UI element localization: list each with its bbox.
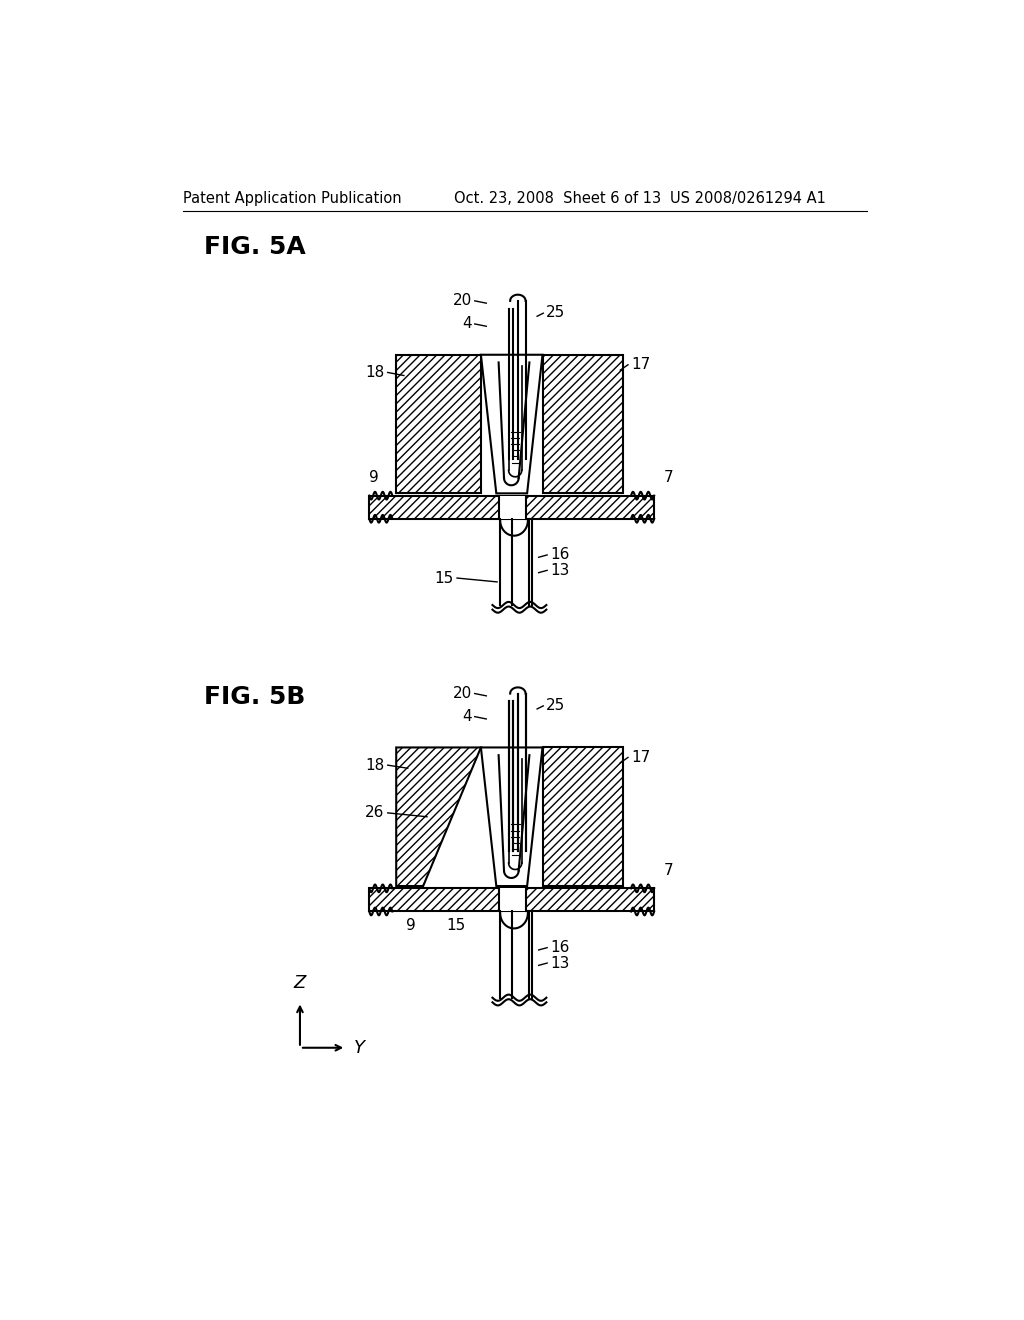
Text: 13: 13 xyxy=(550,956,569,970)
Text: Z: Z xyxy=(294,974,306,993)
Bar xyxy=(543,747,624,886)
Polygon shape xyxy=(481,355,543,494)
Text: 20: 20 xyxy=(453,686,472,701)
Text: Y: Y xyxy=(354,1039,365,1057)
Bar xyxy=(499,888,525,911)
Text: 9: 9 xyxy=(369,470,379,486)
Text: 4: 4 xyxy=(462,317,472,331)
Bar xyxy=(543,355,624,494)
Text: 18: 18 xyxy=(366,364,385,380)
Bar xyxy=(370,888,654,911)
Text: 17: 17 xyxy=(631,358,650,372)
Text: US 2008/0261294 A1: US 2008/0261294 A1 xyxy=(670,191,825,206)
Text: 15: 15 xyxy=(446,917,466,933)
Text: 4: 4 xyxy=(462,709,472,725)
Text: 20: 20 xyxy=(453,293,472,309)
Text: Patent Application Publication: Patent Application Publication xyxy=(183,191,401,206)
Text: 9: 9 xyxy=(406,917,416,933)
Text: 25: 25 xyxy=(547,697,565,713)
Text: 16: 16 xyxy=(550,548,569,562)
Bar xyxy=(499,496,525,519)
Bar xyxy=(396,355,481,494)
Text: Oct. 23, 2008  Sheet 6 of 13: Oct. 23, 2008 Sheet 6 of 13 xyxy=(454,191,662,206)
Text: FIG. 5A: FIG. 5A xyxy=(204,235,305,259)
Polygon shape xyxy=(396,747,481,886)
Text: 25: 25 xyxy=(547,305,565,319)
Text: 26: 26 xyxy=(366,805,385,821)
Text: 13: 13 xyxy=(550,562,569,578)
Text: FIG. 5B: FIG. 5B xyxy=(204,685,305,709)
Text: 15: 15 xyxy=(435,570,454,586)
Polygon shape xyxy=(481,747,543,886)
Text: 16: 16 xyxy=(550,940,569,956)
Text: 17: 17 xyxy=(631,750,650,766)
Text: 7: 7 xyxy=(664,470,673,486)
Text: 18: 18 xyxy=(366,758,385,772)
Text: 7: 7 xyxy=(664,863,673,878)
Bar xyxy=(370,496,654,519)
